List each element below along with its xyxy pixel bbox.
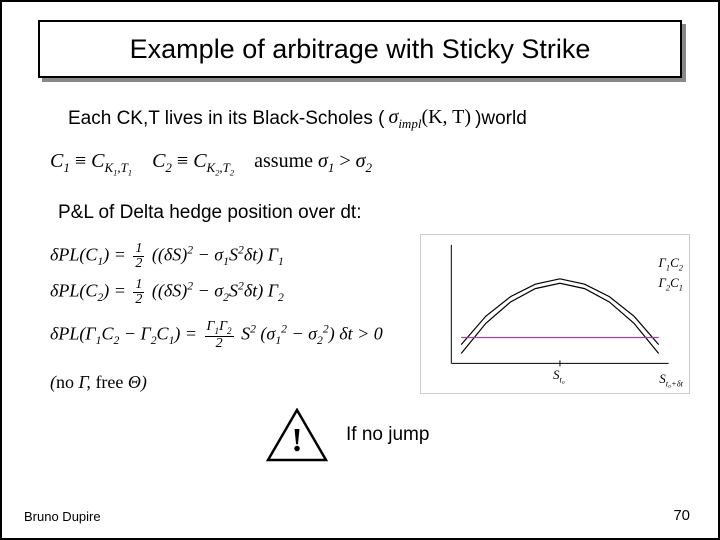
- pl-equation-4: (no Γ, free Θ): [50, 372, 147, 393]
- pl-equation-3: δPL(Γ1C2 − Γ2C1) = Γ1Γ22 S2 (σ12 − σ22) …: [50, 320, 383, 351]
- curve1-label: Γ1C2: [658, 255, 683, 273]
- pl-equation-1: δPL(C1) = 12 ((δS)2 − σ1S2δt) Γ1: [50, 242, 284, 271]
- definitions-equation: C1 ≡ CK1,T1 C2 ≡ CK2,T2 assume σ1 > σ2: [50, 150, 372, 178]
- footer-page: 70: [673, 507, 690, 524]
- page-title: Example of arbitrage with Sticky Strike: [130, 34, 591, 65]
- gamma-chart: Γ1C2 Γ2C1 St₀ St₀+δt: [420, 234, 690, 394]
- pl-equation-2: δPL(C2) = 12 ((δS)2 − σ2S2δt) Γ2: [50, 278, 284, 307]
- nojump-text: If no jump: [346, 424, 429, 446]
- title-box: Example of arbitrage with Sticky Strike: [38, 20, 682, 78]
- x-right-label: St₀+δt: [659, 371, 683, 389]
- pl-heading: P&L of Delta hedge position over dt:: [58, 202, 362, 224]
- warning-icon: !: [266, 408, 328, 462]
- sigma-impl: σimpl(K, T): [388, 106, 471, 132]
- curve2-label: Γ2C1: [658, 275, 683, 293]
- warning-block: ! If no jump: [266, 408, 429, 462]
- subtitle-line: Each CK,T lives in its Black-Scholes ( σ…: [68, 106, 527, 132]
- x-center-label: St₀: [553, 367, 565, 385]
- line1-a: Each CK,T lives in its Black-Scholes (: [68, 108, 384, 130]
- line1-b: )world: [475, 108, 527, 130]
- footer-author: Bruno Dupire: [24, 509, 101, 524]
